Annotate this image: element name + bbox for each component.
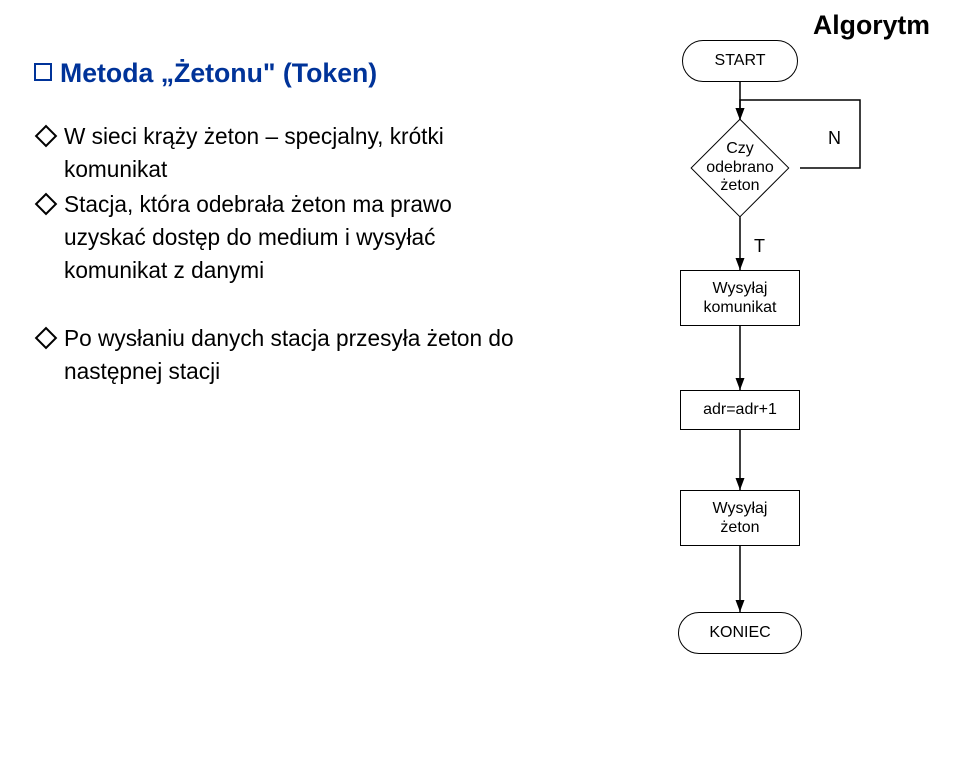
section-title: Metoda „Żetonu" (Token): [60, 58, 377, 89]
title-bullet-square: [34, 63, 52, 81]
flow-process-send-token: Wysyłaj żeton: [680, 490, 800, 546]
bullet-item-3: Po wysłaniu danych stacja przesyła żeton…: [64, 322, 534, 388]
bullet-marker: [35, 125, 58, 148]
flow-end: KONIEC: [678, 612, 802, 654]
edge-label-yes: T: [754, 236, 765, 257]
flow-decision-label: Czy odebrano żeton: [706, 140, 774, 195]
flow-decision: Czy odebrano żeton: [680, 120, 800, 216]
bullet-item-1: W sieci krąży żeton – specjalny, krótki …: [64, 120, 534, 186]
page-root: Algorytm Metoda „Żetonu" (Token) W sieci…: [0, 0, 960, 764]
bullet-marker: [35, 327, 58, 350]
bullet-marker: [35, 193, 58, 216]
flowchart: START Czy odebrano żeton Wysyłaj komunik…: [620, 40, 950, 740]
flow-process-adr: adr=adr+1: [680, 390, 800, 430]
flow-start: START: [682, 40, 798, 82]
edge-label-no: N: [828, 128, 841, 149]
heading-algorytm: Algorytm: [813, 10, 930, 41]
bullet-item-2: Stacja, która odebrała żeton ma prawo uz…: [64, 188, 534, 287]
flow-process-send-msg: Wysyłaj komunikat: [680, 270, 800, 326]
